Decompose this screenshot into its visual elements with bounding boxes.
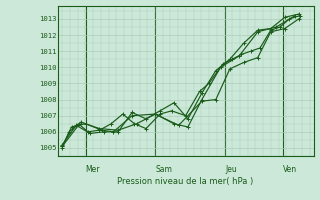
Text: Jeu: Jeu (225, 165, 237, 174)
Text: Sam: Sam (155, 165, 172, 174)
Text: Ven: Ven (283, 165, 298, 174)
X-axis label: Pression niveau de la mer( hPa ): Pression niveau de la mer( hPa ) (117, 177, 254, 186)
Text: Mer: Mer (85, 165, 100, 174)
